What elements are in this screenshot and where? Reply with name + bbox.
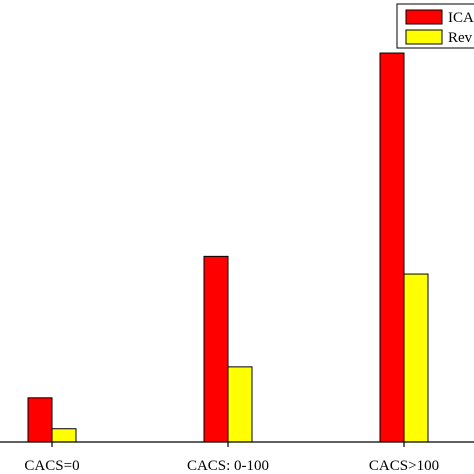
x-axis-tick-labels: CACS=0 CACS: 0-100 CACS>100 [24,458,439,474]
bar-rev-cacs-0 [51,428,77,443]
x-tick-label-cacs-100: CACS>100 [369,458,439,474]
bar-ica-cacs-0-100 [203,255,229,443]
legend-swatch-rev [405,29,443,45]
bar-rev-cacs-100 [403,273,429,443]
x-tick-label-cacs-0: CACS=0 [24,458,79,474]
legend-swatch-ica [405,9,443,25]
bar-ica-cacs-0 [27,397,53,443]
bar-rev-cacs-0-100 [227,366,253,443]
bar-ica-cacs-100 [379,52,405,443]
legend: ICA Rev [396,3,474,49]
legend-label-rev: Rev [448,30,473,46]
x-tick-label-cacs-0-100: CACS: 0-100 [187,458,269,474]
bars [27,52,429,443]
x-axis-ticks [51,442,405,447]
legend-label-ica: ICA [448,10,474,26]
